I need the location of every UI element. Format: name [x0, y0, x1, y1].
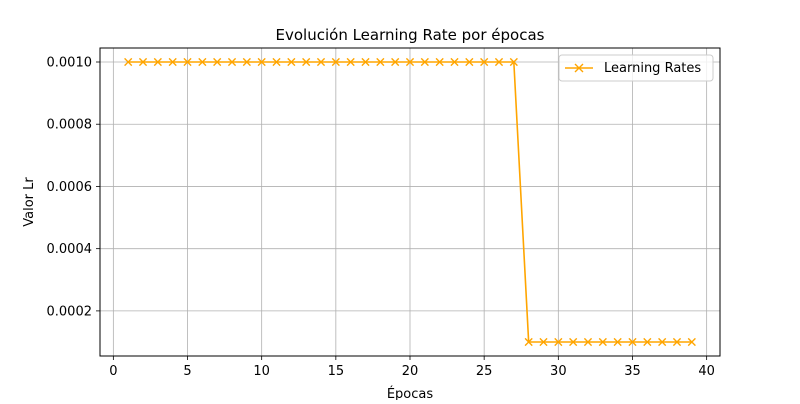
- data-point-marker: [302, 57, 311, 67]
- data-point-marker: [168, 57, 177, 67]
- chart-title: Evolución Learning Rate por épocas: [276, 26, 545, 44]
- x-tick-label: 25: [476, 364, 493, 379]
- data-point-marker: [391, 57, 400, 67]
- legend: Learning Rates: [558, 54, 714, 82]
- x-tick-label: 30: [550, 364, 567, 379]
- x-tick-label: 40: [698, 364, 715, 379]
- data-point-marker: [643, 337, 652, 347]
- data-point-marker: [569, 337, 578, 347]
- data-point-marker: [480, 57, 489, 67]
- data-point-marker: [598, 337, 607, 347]
- data-point-marker: [138, 57, 148, 67]
- data-point-marker: [465, 57, 474, 67]
- x-tick-label: 0: [109, 364, 117, 379]
- data-point-marker: [183, 57, 192, 67]
- legend-marker-x: [574, 63, 584, 73]
- data-point-marker: [376, 57, 385, 67]
- y-tick-label: 0.0008: [47, 118, 93, 133]
- data-point-marker: [509, 57, 518, 67]
- data-point-marker: [198, 57, 207, 67]
- series-layer: [124, 57, 696, 347]
- y-tick-label: 0.0010: [47, 56, 93, 71]
- x-tick-label: 35: [624, 364, 641, 379]
- y-axis-label: Valor Lr: [22, 177, 37, 227]
- data-point-marker: [287, 57, 296, 67]
- data-point-marker: [539, 337, 548, 347]
- x-tick-label: 20: [402, 364, 419, 379]
- y-tick-label: 0.0006: [47, 180, 93, 195]
- y-tick-label: 0.0004: [47, 242, 93, 257]
- x-tick-label: 5: [183, 364, 191, 379]
- data-point-marker: [420, 57, 429, 67]
- data-point-marker: [316, 57, 326, 67]
- data-point-marker: [628, 337, 637, 347]
- data-point-marker: [213, 57, 222, 67]
- data-point-marker: [435, 57, 444, 67]
- data-point-marker: [494, 57, 504, 67]
- x-tick-label: 15: [328, 364, 345, 379]
- x-axis: 0 5 10 15 20 25 30 35 40: [109, 356, 715, 379]
- y-tick-label: 0.0002: [47, 304, 93, 319]
- data-point-marker: [583, 337, 593, 347]
- data-point-marker: [658, 337, 667, 347]
- legend-frame: [558, 54, 714, 82]
- data-point-marker: [554, 337, 563, 347]
- data-point-marker: [361, 57, 370, 67]
- x-tick-label: 10: [253, 364, 270, 379]
- data-point-marker: [227, 57, 237, 67]
- data-point-marker: [450, 57, 459, 67]
- legend-label: Learning Rates: [604, 61, 701, 76]
- data-point-marker: [331, 57, 340, 67]
- data-point-marker: [153, 57, 162, 67]
- y-axis: 0.0002 0.0004 0.0006 0.0008 0.0010: [47, 56, 100, 319]
- data-point-marker: [687, 337, 696, 347]
- data-point-marker: [405, 57, 415, 67]
- data-point-marker: [524, 337, 533, 347]
- data-point-marker: [272, 57, 281, 67]
- data-point-marker: [124, 57, 133, 67]
- data-point-marker: [346, 57, 355, 67]
- data-point-marker: [613, 337, 622, 347]
- data-point-marker: [672, 337, 682, 347]
- data-point-marker: [257, 57, 266, 67]
- data-point-marker: [242, 57, 251, 67]
- x-axis-label: Épocas: [387, 386, 434, 400]
